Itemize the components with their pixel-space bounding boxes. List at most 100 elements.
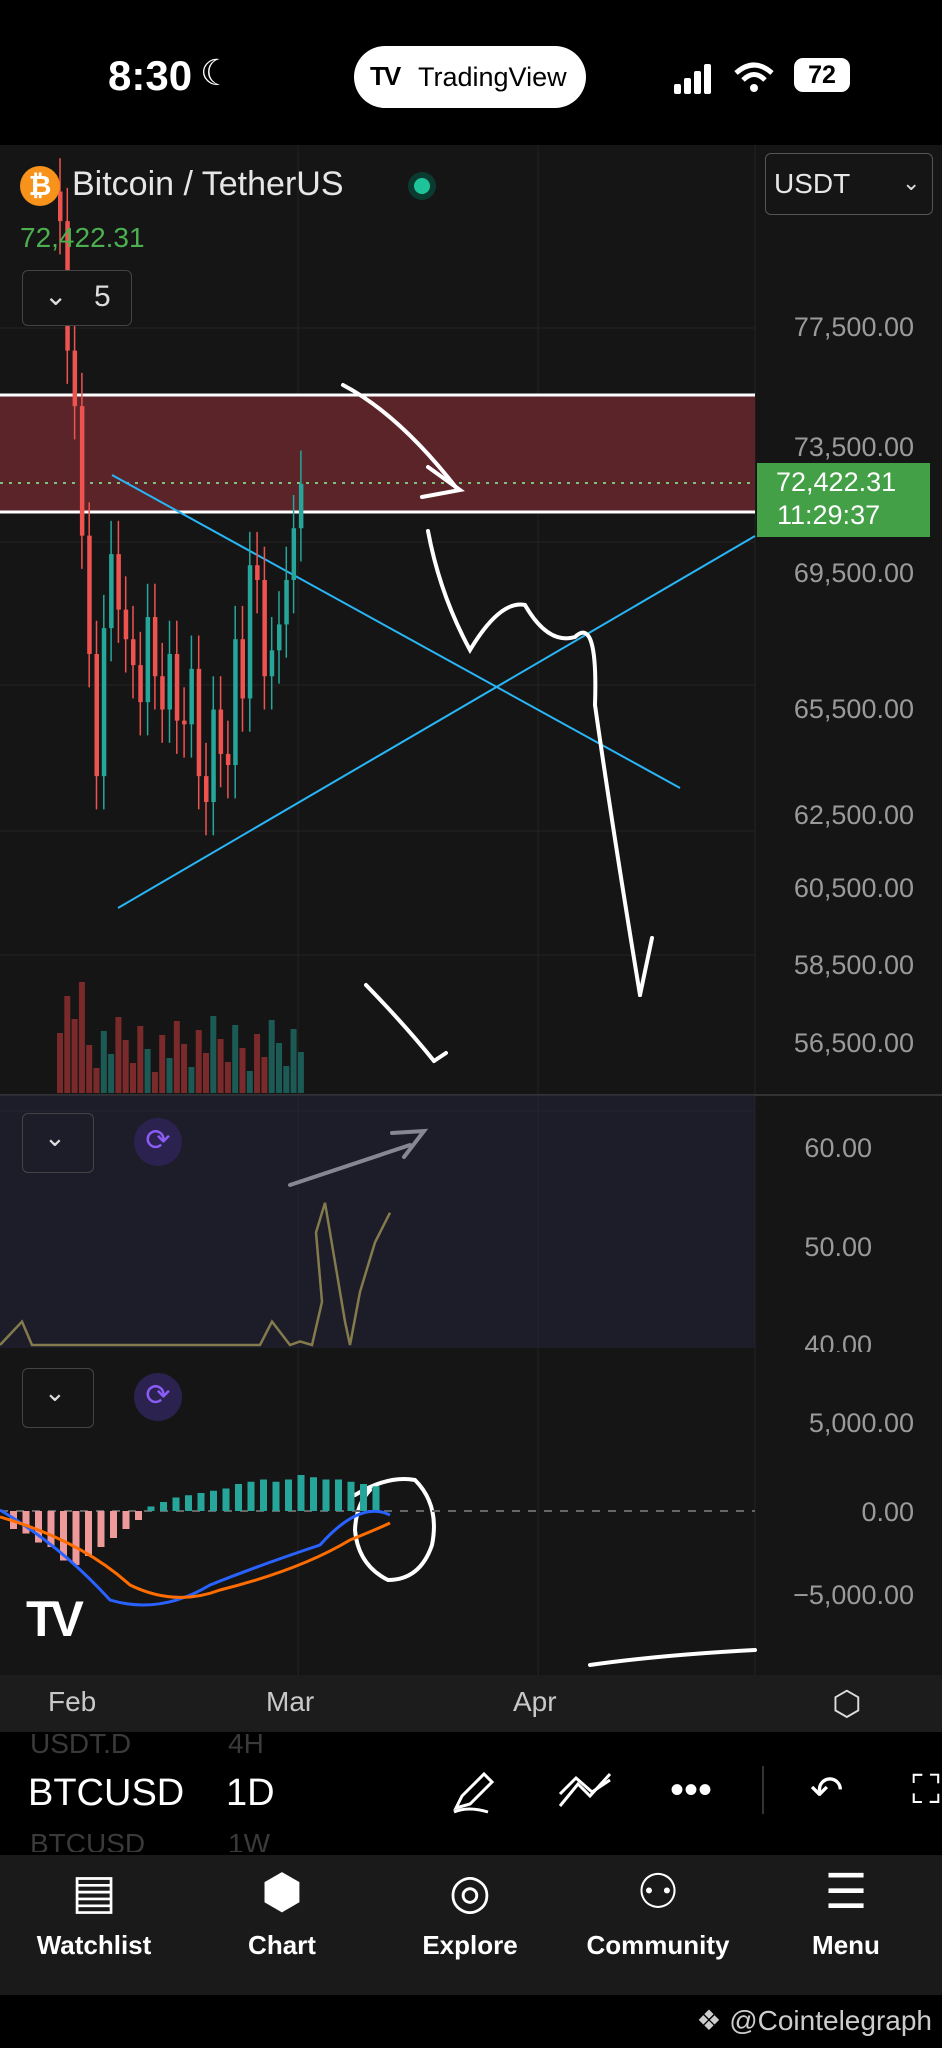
more-icon[interactable]: ••• [670, 1768, 713, 1812]
volume-bar [217, 1039, 224, 1093]
resistance-zone [0, 395, 755, 512]
nav-community[interactable]: ⚇ Community [564, 1862, 752, 1961]
menu-icon: ☰ [824, 1866, 868, 1919]
macd-hist-bar [310, 1477, 317, 1511]
macd-hist-bar [97, 1511, 105, 1547]
candle-body [233, 639, 238, 766]
volume-bar [268, 1020, 275, 1093]
volume-bar [210, 1016, 217, 1093]
volume-bar [297, 1052, 304, 1093]
picker-item[interactable]: 1W [228, 1828, 270, 1852]
moon-icon: ☾ [200, 52, 233, 93]
volume-bars [57, 982, 304, 1093]
volume-bar [71, 1019, 78, 1093]
signal-line [0, 1515, 391, 1599]
price-tag [757, 463, 930, 537]
nav-explore[interactable]: ◎ Explore [376, 1862, 564, 1961]
candle-body [94, 654, 99, 777]
volume-bar [137, 1026, 144, 1093]
volume-bar [254, 1034, 261, 1093]
candle-body [138, 665, 143, 703]
macd-hist-bar [347, 1481, 355, 1511]
candle-body [116, 554, 121, 610]
candle-body [167, 654, 172, 710]
candle-body [101, 628, 107, 777]
macd-hist-bar [122, 1511, 130, 1529]
macd-hist-bar [372, 1486, 380, 1511]
macd-line [0, 1508, 391, 1607]
currency-select[interactable] [765, 153, 933, 215]
community-icon: ⚇ [636, 1866, 680, 1919]
candle-body [123, 609, 129, 640]
symbol-picker[interactable]: BTCUSD [28, 1772, 185, 1814]
time-tick: Mar [266, 1686, 315, 1717]
volume-bar [57, 1033, 63, 1093]
macd-hist-bar [160, 1502, 167, 1511]
macd-tick: 5,000.00 [808, 1408, 914, 1438]
volume-bar [122, 1040, 129, 1093]
app-pill[interactable] [354, 46, 586, 108]
brush-icon[interactable] [448, 1766, 498, 1816]
volume-bar [232, 1025, 239, 1093]
macd-hist-bar [47, 1511, 55, 1547]
chart-settings-icon[interactable]: ⬡ [832, 1685, 862, 1723]
candle-body [174, 654, 180, 721]
candle-body [109, 554, 114, 629]
watchlist-icon: ▤ [71, 1866, 117, 1919]
macd-hist-bar [147, 1506, 155, 1511]
macd-hist-bar [210, 1490, 217, 1511]
tradingview-logo-icon: TV [370, 61, 401, 91]
candle-body [182, 720, 187, 725]
indicator-toggle-button[interactable] [22, 270, 132, 326]
cointelegraph-logo-icon: ❖ [696, 2005, 722, 2036]
candle-body [247, 565, 253, 699]
candle-body [291, 528, 297, 581]
symbol-title[interactable]: Bitcoin / TetherUS [72, 165, 344, 203]
ascending-trendline [117, 535, 756, 909]
volume-bar [151, 1072, 158, 1093]
nav-label: Watchlist [36, 1930, 152, 1960]
macd-hist-bar [135, 1511, 142, 1520]
nav-menu[interactable]: ☰ Menu [752, 1862, 940, 1961]
price-tick: 62,500.00 [793, 800, 914, 830]
resolution-picker[interactable]: 1D [226, 1772, 275, 1814]
macd-hist-bar [360, 1484, 367, 1511]
macd-hist-bar [35, 1511, 42, 1543]
price-tag-value: 72,422.31 [776, 467, 897, 497]
picker-item[interactable]: USDT.D [30, 1728, 132, 1759]
undo-icon[interactable]: ↶ [810, 1769, 844, 1813]
candle-body [298, 483, 304, 529]
macd-histogram [10, 1475, 380, 1565]
drawing-tools-icon[interactable] [556, 1768, 614, 1812]
macd-tick: −5,000.00 [793, 1580, 914, 1610]
rsi-tick: 50.00 [804, 1232, 872, 1262]
nav-label: Community [586, 1930, 730, 1960]
candle-body [72, 350, 78, 407]
volume-bar [181, 1044, 188, 1093]
nav-label: Chart [248, 1930, 316, 1960]
bottom-nav [0, 1855, 942, 1995]
volume-bar [130, 1063, 136, 1093]
chart-canvas[interactable] [0, 145, 942, 1675]
price-tick: 77,500.00 [793, 312, 914, 342]
macd-hist-bar [260, 1479, 267, 1511]
volume-bar [159, 1035, 166, 1093]
candle-body [79, 406, 85, 536]
volume-bar [108, 1054, 115, 1093]
toolbar-separator [762, 1766, 764, 1814]
nav-watchlist[interactable]: ▤ Watchlist [0, 1862, 188, 1961]
price-tick: 73,500.00 [793, 432, 914, 462]
fullscreen-icon[interactable]: ⛶ [912, 1768, 940, 1812]
volume-bar [144, 1049, 151, 1093]
rsi-tick: 40.00 [804, 1330, 872, 1352]
sync-icon[interactable]: ⟳ [134, 1373, 182, 1421]
time-tick: Feb [48, 1686, 97, 1717]
sync-icon[interactable]: ⟳ [134, 1118, 182, 1166]
nav-chart[interactable]: ⬢ Chart [188, 1862, 376, 1961]
volume-bar [78, 982, 85, 1093]
macd-collapse-button[interactable] [22, 1368, 94, 1428]
picker-item[interactable]: 4H [228, 1728, 264, 1759]
picker-item[interactable]: BTCUSD [30, 1828, 146, 1852]
rsi-collapse-button[interactable] [22, 1113, 94, 1173]
price-tick: 65,500.00 [793, 694, 914, 724]
